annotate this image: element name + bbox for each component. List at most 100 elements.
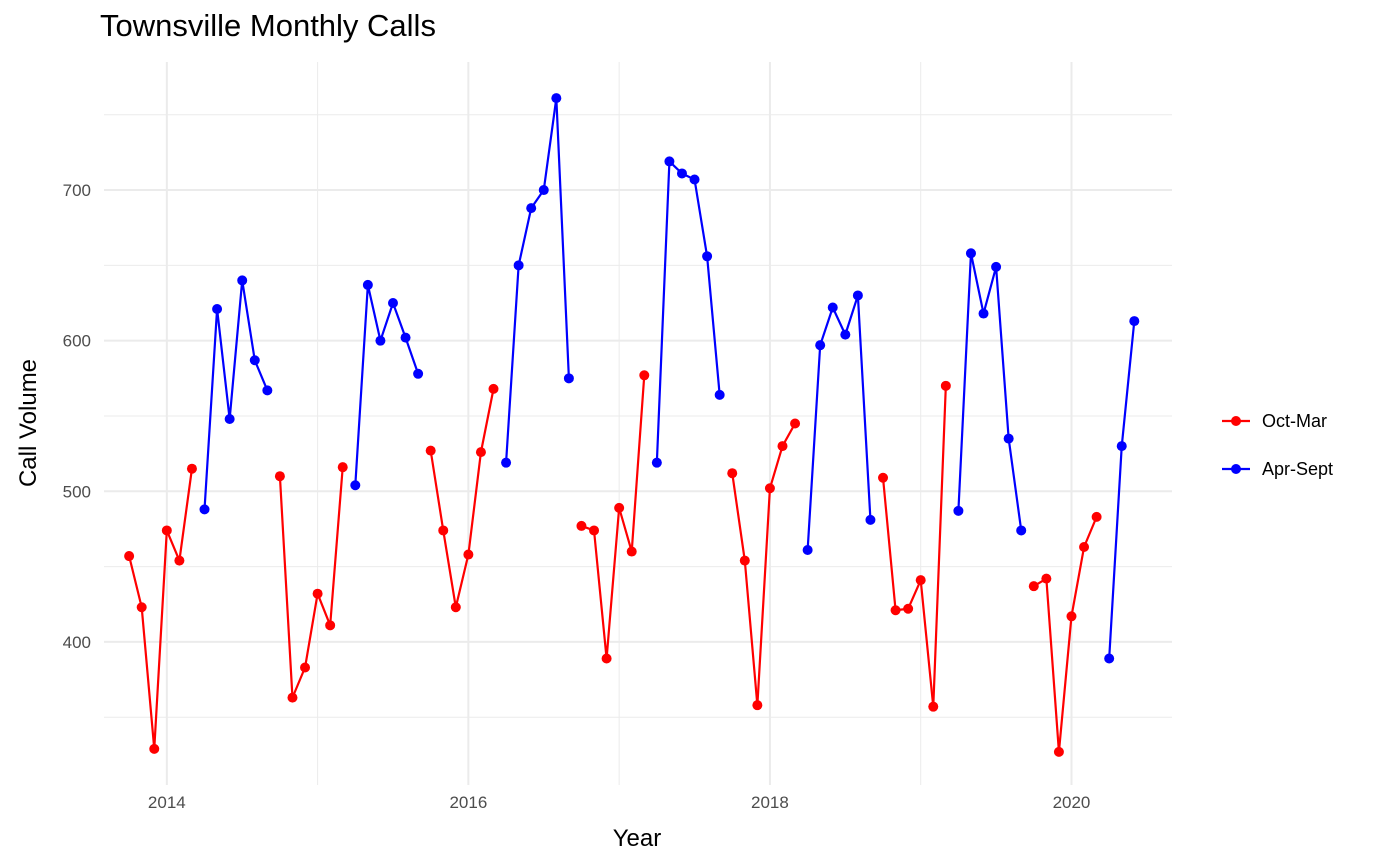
point-2018-02 [777,441,788,452]
point-2014-06 [224,413,235,424]
point-2020-06 [1129,316,1140,327]
point-2016-09 [563,373,574,384]
line-segment-oct-mar [907,579,922,610]
line-segment-apr-sept [241,279,256,362]
point-2018-11 [890,605,901,616]
line-segment-oct-mar [178,467,194,562]
line-segment-oct-mar [756,487,772,707]
point-2014-07 [237,275,248,286]
point-2014-10 [274,471,285,482]
line-segment-oct-mar [1045,577,1061,753]
point-2015-08 [400,332,411,343]
line-segment-oct-mar [316,592,332,627]
point-2015-10 [425,445,436,456]
point-2015-12 [450,602,461,613]
y-tick-label-700: 700 [63,181,91,200]
line-segment-apr-sept [253,359,269,392]
line-segment-apr-sept [555,97,570,380]
point-2016-12 [601,653,612,664]
point-2018-03 [790,418,801,429]
point-2019-10 [1028,581,1039,592]
line-segment-oct-mar [140,606,156,750]
line-segment-apr-sept [228,279,244,421]
legend: Oct-Mar Apr-Sept [1222,411,1333,479]
point-2015-05 [362,279,373,290]
line-segment-oct-mar [303,592,319,669]
point-2013-10 [124,551,135,562]
point-2015-09 [413,368,424,379]
point-2019-08 [1003,433,1014,444]
line-segment-apr-sept [806,344,822,552]
y-tick-label-600: 600 [63,332,91,351]
point-2017-05 [664,156,675,167]
legend-label-oct-mar: Oct-Mar [1262,411,1327,431]
line-segment-apr-sept [1120,319,1136,448]
line-segment-apr-sept [819,306,834,347]
grid-major [104,62,1172,785]
point-2013-12 [149,743,160,754]
line-segment-oct-mar [291,666,307,699]
line-segment-apr-sept [982,265,998,315]
legend-item-oct-mar: Oct-Mar [1222,411,1327,431]
point-2018-01 [764,483,775,494]
point-2018-05 [815,340,826,351]
point-2015-04 [350,480,361,491]
line-segment-oct-mar [768,444,784,490]
point-2017-12 [752,700,763,711]
legend-key-point-oct-mar [1231,416,1241,426]
line-segment-oct-mar [731,472,746,562]
line-segment-apr-sept [969,252,985,315]
line-segment-apr-sept [391,301,407,339]
x-tick-label-2014: 2014 [148,793,186,812]
line-segment-oct-mar [467,451,483,556]
line-segment-oct-mar [592,529,608,660]
line-segment-apr-sept [957,252,973,512]
line-segment-oct-mar [442,529,457,609]
point-2014-09 [262,385,273,396]
point-2017-01 [614,502,625,513]
line-segment-apr-sept [994,265,1010,440]
point-2016-03 [488,383,499,394]
point-2014-01 [161,525,172,536]
point-2018-06 [827,302,838,313]
y-tick-label-400: 400 [63,633,91,652]
legend-label-apr-sept: Apr-Sept [1262,459,1333,479]
line-segment-oct-mar [479,387,495,454]
line-segment-apr-sept [856,294,872,522]
point-2015-01 [312,588,323,599]
line-segment-oct-mar [128,554,143,609]
point-2020-02 [1079,542,1090,553]
point-2018-04 [802,545,813,556]
point-2014-04 [199,504,210,515]
point-2014-02 [174,555,185,566]
y-tick-labels: 400 500 600 700 [63,181,91,652]
point-2019-12 [1053,746,1064,757]
line-segment-oct-mar [1070,545,1086,618]
line-segment-apr-sept [379,301,395,342]
line-segment-apr-sept [693,178,709,258]
point-2016-10 [576,520,587,531]
x-tick-label-2020: 2020 [1053,793,1091,812]
point-2017-10 [727,468,738,479]
line-segment-apr-sept [404,336,420,375]
point-2016-08 [551,93,562,104]
point-2014-08 [249,355,260,366]
point-2015-07 [387,298,398,308]
point-2020-01 [1066,611,1077,622]
point-2015-02 [325,620,336,631]
point-2014-12 [300,662,311,673]
line-segment-apr-sept [517,207,533,267]
point-2017-02 [626,546,637,557]
grid-minor [104,62,1172,785]
line-segment-oct-mar [153,529,168,750]
point-2014-11 [287,692,298,703]
point-2020-04 [1104,653,1115,664]
y-axis-title: Call Volume [15,359,42,487]
line-segment-oct-mar [932,384,947,708]
point-2017-03 [639,370,650,381]
line-segment-apr-sept [215,307,231,421]
series-lines [128,97,1136,753]
line-segment-oct-mar [165,529,181,562]
point-2019-02 [928,701,939,712]
